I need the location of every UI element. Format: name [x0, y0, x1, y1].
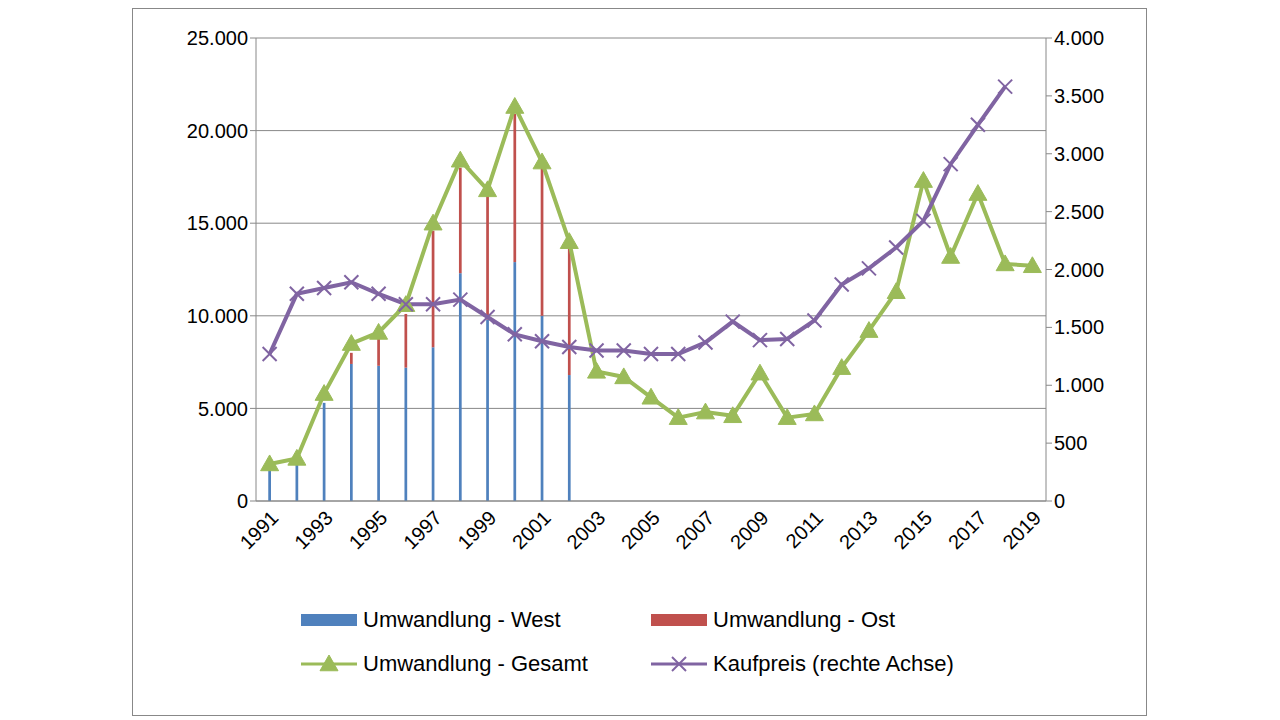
svg-text:0: 0 [1054, 490, 1065, 512]
svg-text:1991: 1991 [235, 506, 282, 553]
html-text:Kaufpreis (rechte Achse): Kaufpreis (rechte Achse) [713, 651, 954, 676]
svg-text:1.000: 1.000 [1054, 374, 1104, 396]
svg-text:2005: 2005 [617, 506, 664, 553]
svg-text:1999: 1999 [453, 506, 500, 553]
svg-text:2001: 2001 [508, 506, 555, 553]
svg-text:4.000: 4.000 [1054, 27, 1104, 49]
svg-text:1995: 1995 [344, 506, 391, 553]
svg-text:2011: 2011 [781, 506, 827, 552]
svg-text:2.500: 2.500 [1054, 201, 1104, 223]
svg-text:2009: 2009 [726, 506, 773, 553]
html-text:Umwandlung - West: Umwandlung - West [363, 607, 561, 632]
svg-text:5.000: 5.000 [198, 398, 248, 420]
html-text:Umwandlung - Gesamt: Umwandlung - Gesamt [363, 651, 588, 676]
svg-text:20.000: 20.000 [187, 120, 248, 142]
svg-text:1993: 1993 [290, 506, 337, 553]
svg-text:1.500: 1.500 [1054, 316, 1104, 338]
svg-text:25.000: 25.000 [187, 27, 248, 49]
svg-text:2015: 2015 [889, 506, 936, 553]
svg-text:2017: 2017 [944, 506, 991, 553]
svg-text:2019: 2019 [998, 506, 1045, 553]
svg-text:2003: 2003 [562, 506, 609, 553]
svg-text:0: 0 [237, 490, 248, 512]
svg-text:500: 500 [1054, 432, 1087, 454]
svg-text:3.500: 3.500 [1054, 85, 1104, 107]
html-text:Umwandlung - Ost: Umwandlung - Ost [713, 607, 896, 632]
svg-text:10.000: 10.000 [187, 305, 248, 327]
svg-text:2013: 2013 [835, 506, 882, 553]
svg-text:15.000: 15.000 [187, 212, 248, 234]
svg-text:1997: 1997 [399, 506, 446, 553]
svg-text:2.000: 2.000 [1054, 259, 1104, 281]
svg-text:2007: 2007 [671, 506, 718, 553]
svg-text:3.000: 3.000 [1054, 143, 1104, 165]
